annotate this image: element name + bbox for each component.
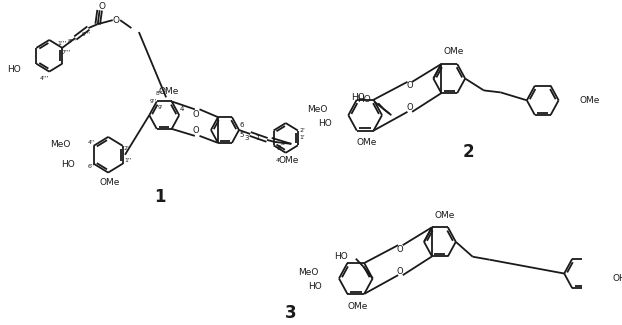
Text: HO: HO xyxy=(7,65,21,74)
Text: HO: HO xyxy=(357,95,371,104)
Text: 1: 1 xyxy=(154,188,165,206)
Text: 1'': 1'' xyxy=(124,158,132,163)
Text: O: O xyxy=(113,16,120,25)
Text: OMe: OMe xyxy=(159,87,179,96)
Text: 5: 5 xyxy=(239,132,244,138)
Text: 1': 1' xyxy=(300,136,305,140)
Text: OMe: OMe xyxy=(348,302,368,311)
Text: MeO: MeO xyxy=(307,105,328,114)
Text: a': a' xyxy=(281,141,287,146)
Text: HO: HO xyxy=(318,119,332,128)
Text: HO: HO xyxy=(61,160,75,169)
Text: 4'': 4'' xyxy=(87,140,95,145)
Text: 2': 2' xyxy=(300,127,305,133)
Text: O: O xyxy=(406,103,412,112)
Text: OMe: OMe xyxy=(279,156,299,165)
Text: 7''': 7''' xyxy=(62,50,71,55)
Text: 1''': 1''' xyxy=(58,41,67,46)
Text: 4': 4' xyxy=(276,158,281,163)
Text: MeO: MeO xyxy=(298,268,318,277)
Text: 6'': 6'' xyxy=(88,164,95,169)
Text: 2'': 2'' xyxy=(124,146,132,151)
Text: 8: 8 xyxy=(276,145,281,151)
Text: 6: 6 xyxy=(239,122,244,128)
Text: O: O xyxy=(397,245,403,254)
Text: 9'': 9'' xyxy=(149,99,157,104)
Text: O: O xyxy=(99,2,106,11)
Text: 3: 3 xyxy=(285,304,296,322)
Text: 2: 2 xyxy=(462,143,474,161)
Text: 8''': 8''' xyxy=(68,39,77,45)
Text: HO: HO xyxy=(351,93,365,102)
Text: O: O xyxy=(406,81,412,90)
Text: 4''': 4''' xyxy=(40,76,49,81)
Text: 3: 3 xyxy=(244,135,249,141)
Text: 4: 4 xyxy=(180,106,184,112)
Text: OMe: OMe xyxy=(434,211,455,220)
Text: O: O xyxy=(192,126,199,136)
Text: 1: 1 xyxy=(256,135,260,141)
Text: 9': 9' xyxy=(158,105,163,110)
Text: O: O xyxy=(192,110,199,119)
Text: HO: HO xyxy=(309,282,322,291)
Text: O: O xyxy=(397,267,403,276)
Text: OH: OH xyxy=(613,274,622,283)
Text: OMe: OMe xyxy=(443,47,464,56)
Text: OMe: OMe xyxy=(357,138,377,147)
Text: MeO: MeO xyxy=(50,140,71,150)
Text: 8'': 8'' xyxy=(156,91,163,96)
Text: 9''': 9''' xyxy=(82,32,91,36)
Text: OMe: OMe xyxy=(579,96,600,105)
Text: HO: HO xyxy=(335,252,348,261)
Text: OMe: OMe xyxy=(100,178,120,187)
